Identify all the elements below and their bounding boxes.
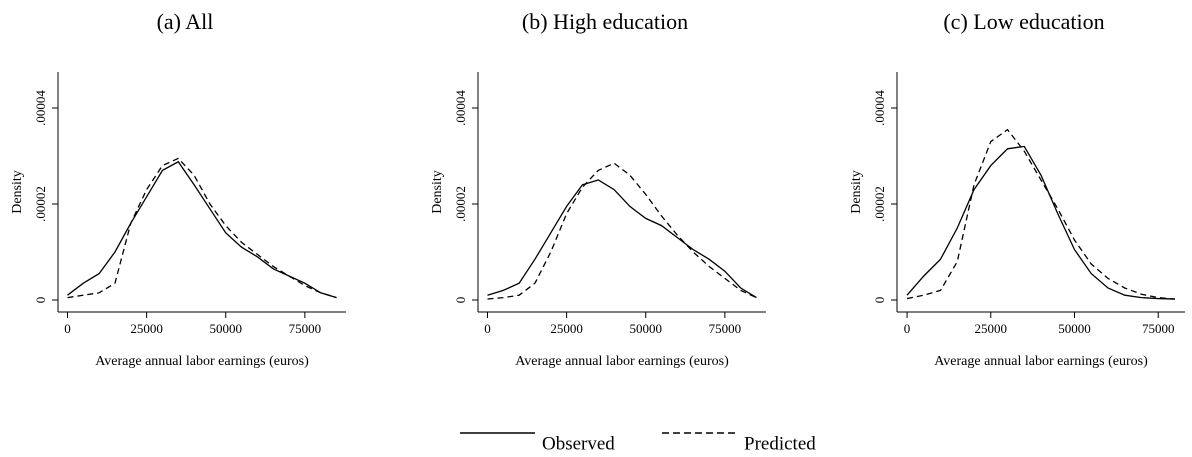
legend-label: Observed <box>542 433 615 454</box>
density-line <box>487 179 757 299</box>
x-tick-label: 0 <box>484 321 491 336</box>
chart-title: (c) Low education <box>943 9 1104 34</box>
x-tick-label: 75000 <box>1142 321 1175 336</box>
y-tick-label: .00004 <box>33 90 48 126</box>
y-tick-label: 0 <box>872 297 887 304</box>
x-tick-label: 25000 <box>975 321 1008 336</box>
x-tick-label: 0 <box>64 321 71 336</box>
y-tick-label: .00002 <box>453 186 468 222</box>
y-tick-label: .00002 <box>872 186 887 222</box>
x-tick-label: 25000 <box>130 321 163 336</box>
density-line <box>67 160 337 299</box>
y-axis-label: Density <box>849 170 864 214</box>
x-tick-label: 50000 <box>209 321 242 336</box>
y-tick-label: .00004 <box>453 90 468 126</box>
chart-title: (b) High education <box>522 9 688 34</box>
y-tick-label: 0 <box>33 297 48 304</box>
y-tick-label: .00002 <box>33 186 48 222</box>
x-tick-label: 0 <box>904 321 911 336</box>
y-tick-label: .00004 <box>872 90 887 126</box>
x-axis-label: Average annual labor earnings (euros) <box>515 354 729 369</box>
y-tick-label: 0 <box>453 297 468 304</box>
x-tick-label: 50000 <box>1058 321 1091 336</box>
y-axis-label: Density <box>430 170 445 214</box>
density-line <box>487 162 757 300</box>
density-line <box>67 157 337 299</box>
x-tick-label: 75000 <box>709 321 742 336</box>
x-tick-label: 25000 <box>550 321 583 336</box>
y-axis-label: Density <box>10 170 25 214</box>
x-tick-label: 75000 <box>289 321 322 336</box>
density-line <box>906 145 1175 300</box>
x-axis-label: Average annual labor earnings (euros) <box>934 354 1148 369</box>
density-line <box>906 128 1176 300</box>
chart-title: (a) All <box>157 9 214 34</box>
x-tick-label: 50000 <box>629 321 662 336</box>
x-axis-label: Average annual labor earnings (euros) <box>95 354 309 369</box>
legend-label: Predicted <box>744 433 816 454</box>
